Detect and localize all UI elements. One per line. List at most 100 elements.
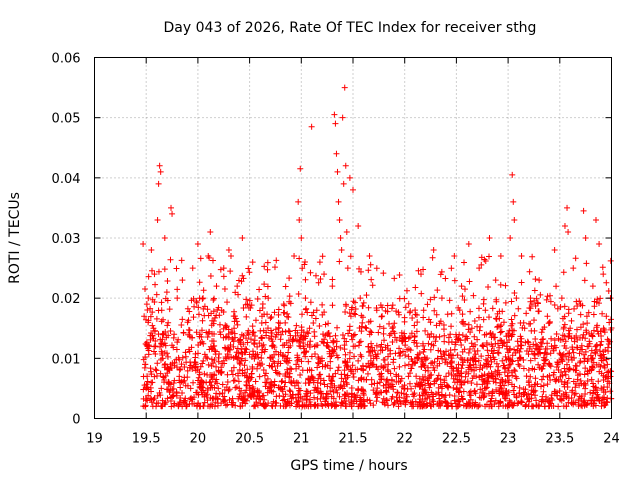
data-point: [249, 384, 256, 391]
y-tick-label: 0.03: [52, 232, 81, 247]
data-point: [517, 355, 523, 362]
data-point: [488, 358, 495, 365]
data-point: [140, 386, 147, 393]
data-point: [599, 264, 606, 271]
data-point: [348, 385, 355, 392]
data-point: [596, 368, 603, 375]
data-point: [570, 349, 577, 356]
data-point: [342, 162, 349, 169]
data-point: [443, 373, 450, 380]
data-point: [142, 353, 149, 360]
data-point: [568, 356, 575, 363]
data-point: [225, 247, 232, 254]
data-point: [498, 328, 505, 335]
data-point: [376, 379, 383, 386]
data-point: [277, 349, 284, 356]
data-point: [535, 361, 542, 368]
data-point: [471, 318, 478, 325]
data-point: [373, 265, 380, 272]
data-point: [370, 355, 377, 362]
data-point: [229, 371, 236, 378]
data-point: [396, 295, 403, 302]
data-point: [201, 351, 208, 358]
data-point: [307, 390, 314, 397]
data-point: [459, 362, 466, 369]
data-point: [512, 373, 519, 380]
data-point: [314, 396, 321, 403]
data-point: [360, 392, 367, 399]
data-point: [174, 339, 181, 346]
data-point: [191, 303, 198, 310]
data-point: [240, 304, 247, 311]
data-point: [441, 332, 448, 339]
data-point: [299, 311, 306, 318]
data-point: [493, 316, 500, 323]
data-point: [433, 377, 440, 384]
data-point: [547, 292, 554, 299]
data-point: [538, 376, 545, 383]
data-point: [412, 398, 419, 405]
data-point: [458, 373, 465, 380]
data-point: [523, 373, 530, 380]
data-point: [287, 388, 294, 395]
data-point: [316, 371, 323, 378]
data-point: [530, 403, 537, 410]
data-point: [273, 348, 279, 355]
data-point: [320, 377, 327, 384]
data-point: [437, 381, 444, 388]
data-point: [157, 370, 164, 377]
data-point: [502, 282, 509, 289]
data-point: [254, 361, 261, 368]
data-point: [317, 275, 324, 282]
data-point: [476, 402, 483, 409]
data-point: [495, 350, 502, 357]
data-point: [577, 324, 584, 331]
data-point: [160, 373, 167, 380]
data-point: [264, 375, 271, 382]
data-point: [526, 268, 533, 275]
data-point: [457, 337, 464, 344]
data-point: [286, 373, 293, 380]
data-point: [205, 361, 212, 368]
data-point: [287, 332, 294, 339]
data-point: [173, 356, 180, 363]
data-point: [538, 329, 545, 336]
data-point: [518, 279, 525, 286]
data-point: [205, 253, 212, 260]
data-point: [414, 355, 421, 362]
data-point: [197, 379, 204, 386]
data-point: [511, 366, 518, 373]
data-point: [264, 266, 271, 273]
data-point: [282, 379, 289, 386]
data-point: [317, 390, 324, 397]
data-point: [560, 324, 567, 331]
data-point: [448, 365, 455, 372]
data-point: [285, 327, 292, 334]
data-point: [566, 350, 573, 357]
data-point: [279, 353, 286, 360]
data-point: [355, 357, 362, 364]
data-point: [380, 364, 387, 371]
data-point: [455, 361, 462, 368]
data-point: [155, 331, 162, 338]
data-point: [573, 298, 580, 305]
data-point: [162, 329, 169, 336]
data-point: [470, 361, 477, 368]
data-point: [478, 353, 485, 360]
data-point: [304, 388, 311, 395]
data-point: [184, 319, 191, 326]
data-point: [259, 392, 266, 399]
data-point: [534, 343, 541, 350]
data-point: [479, 389, 486, 396]
data-point: [332, 120, 339, 127]
data-point: [321, 309, 328, 316]
data-point: [419, 340, 426, 347]
data-point: [497, 382, 504, 389]
data-point: [577, 377, 584, 384]
data-point: [472, 355, 479, 362]
data-point: [227, 268, 234, 275]
data-point: [164, 395, 171, 402]
data-point: [336, 258, 343, 265]
data-point: [151, 348, 158, 355]
data-point: [252, 351, 259, 358]
